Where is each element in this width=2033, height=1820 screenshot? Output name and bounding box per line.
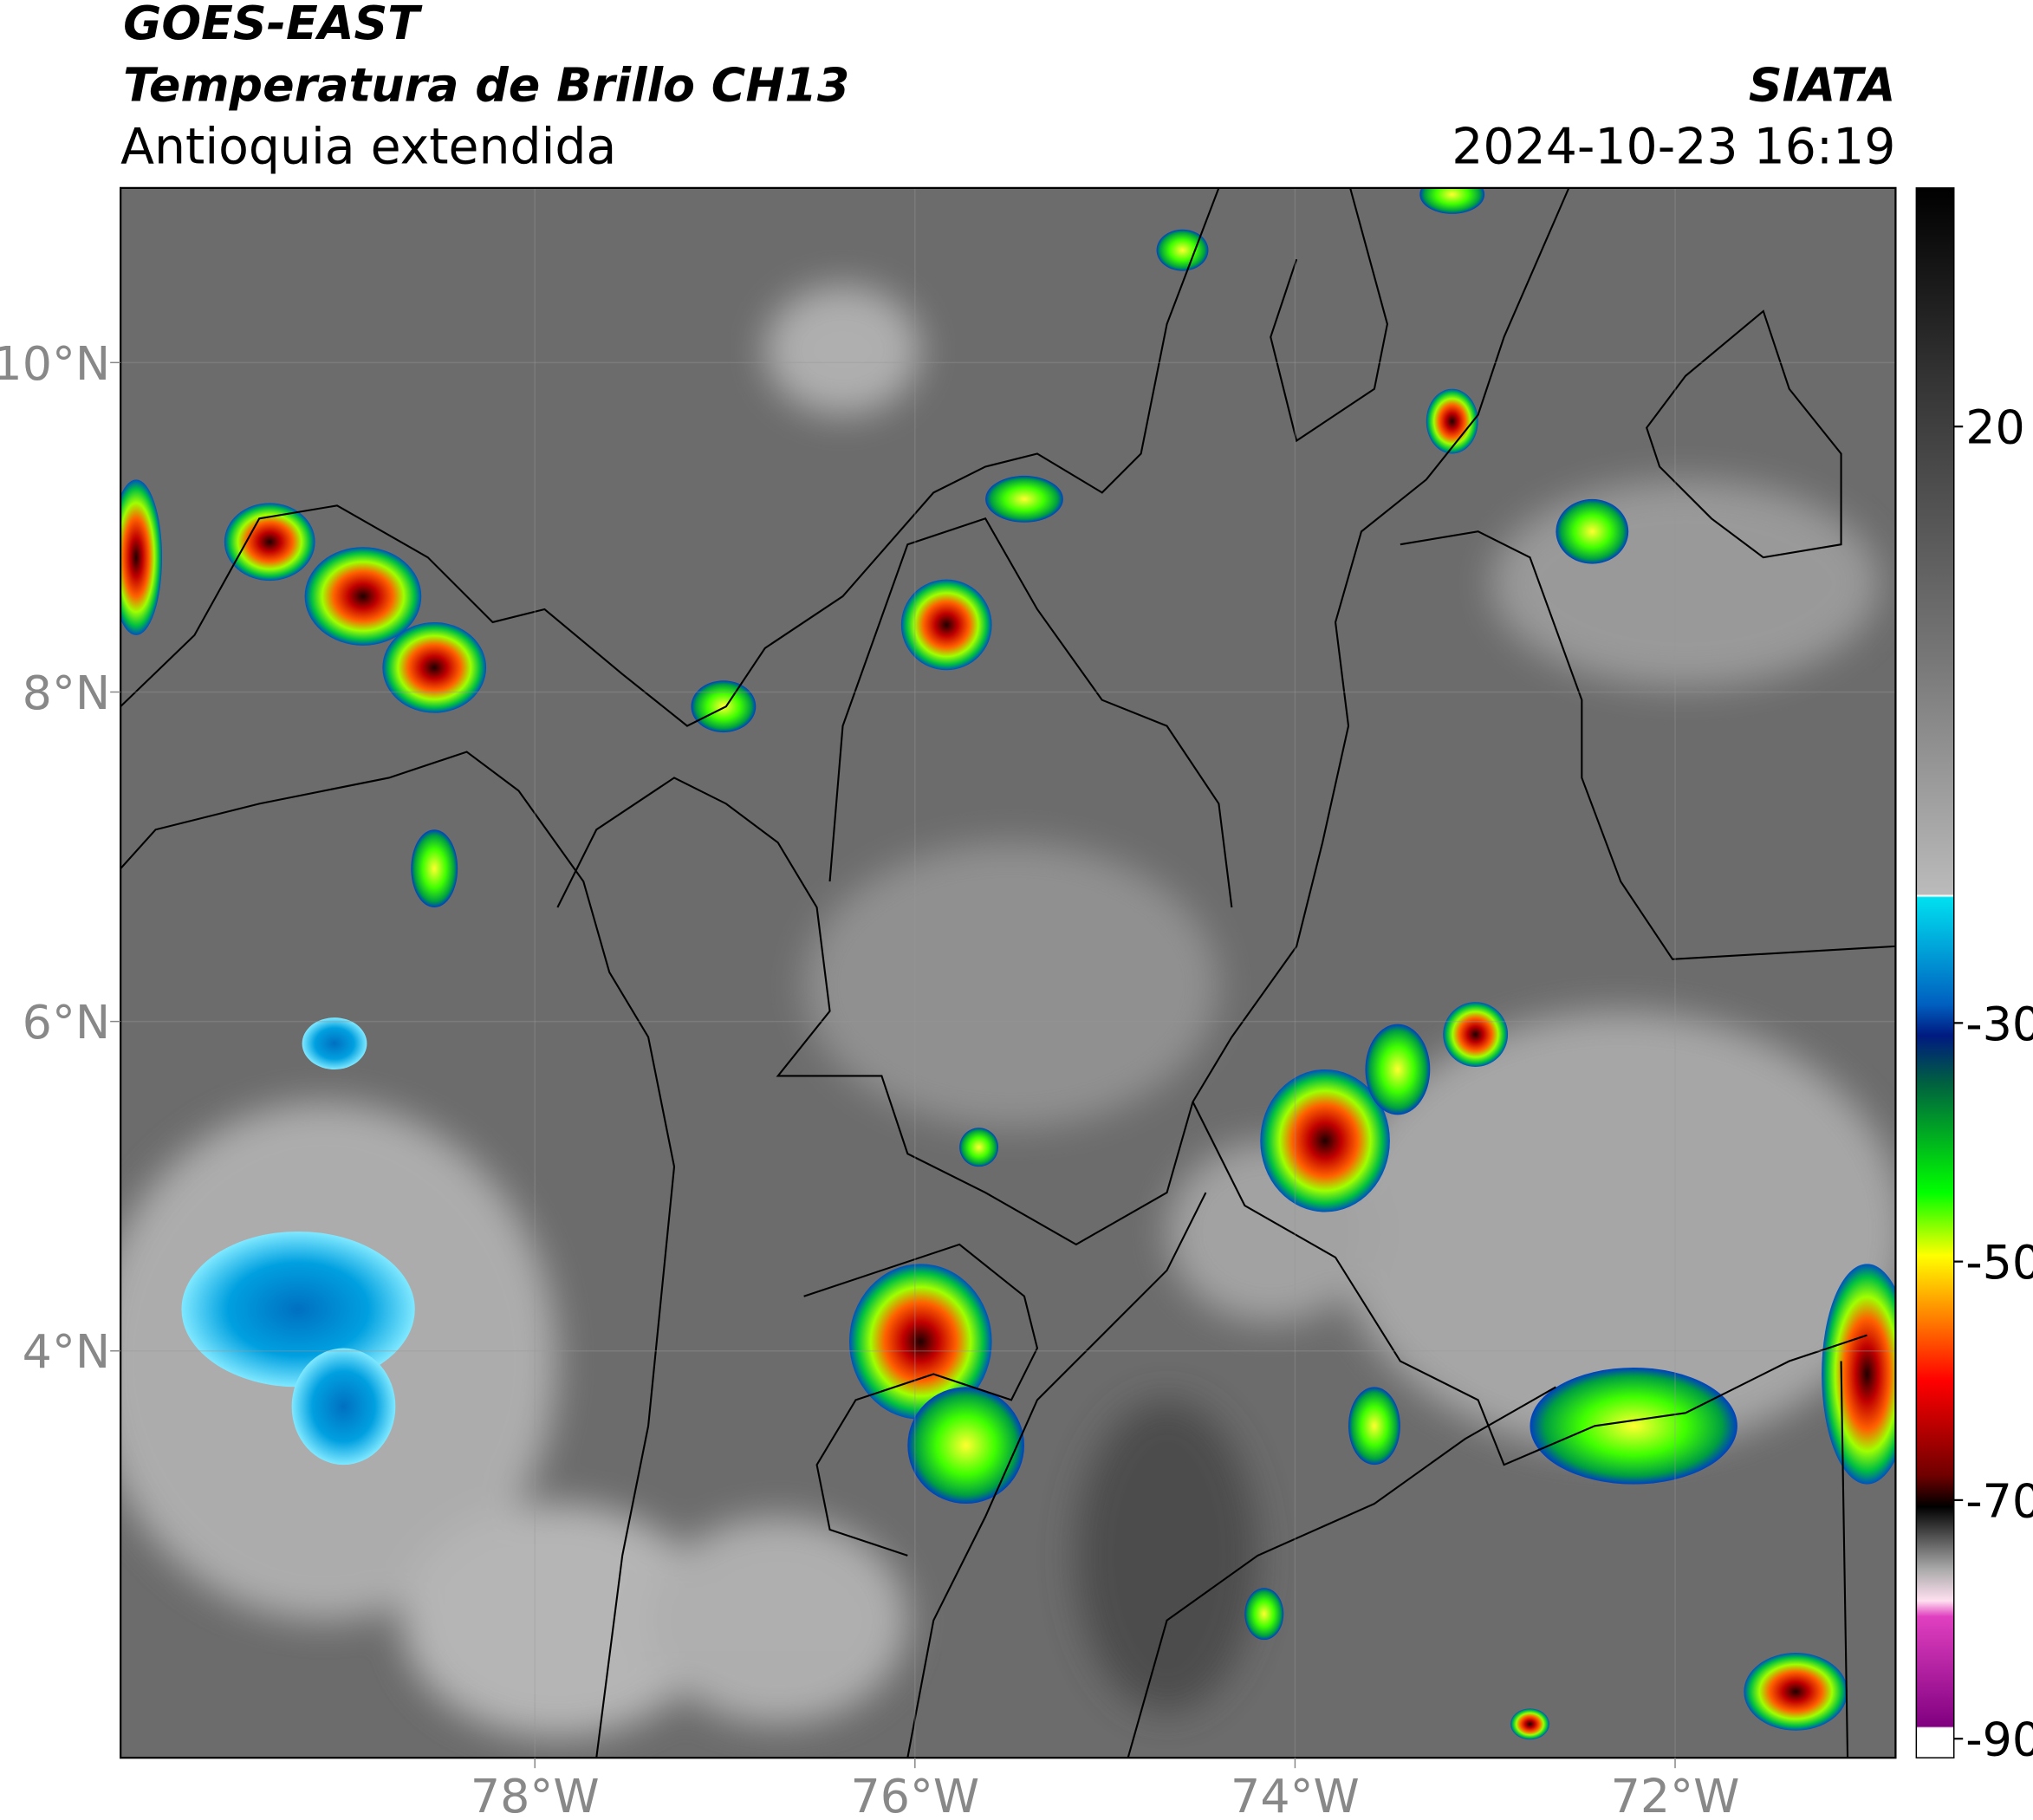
subtitle: Antioquia extendida [120,118,616,175]
grid [120,187,1896,1758]
lat-label: 6°N [23,995,110,1050]
map-image [120,187,1896,1758]
colorbar-label: 20 [1965,400,2025,455]
agency: SIATA [1749,58,1896,113]
lat-label: 10°N [0,336,110,391]
colorbar-label: -70 [1965,1473,2033,1528]
lat-label: 8°N [23,666,110,720]
colorbar-label: -50 [1965,1235,2033,1290]
colorbar-label: -30 [1965,997,2033,1051]
timestamp: 2024-10-23 16:19 [1452,118,1895,175]
title-line2: Temperatura de Brillo CH13 [123,58,849,113]
lon-label: 72°W [1611,1769,1740,1820]
colorbar-label: -90 [1965,1713,2033,1767]
title-line1: GOES-EAST [123,0,423,50]
map-frame [120,186,1897,1759]
lon-label: 74°W [1231,1769,1360,1820]
colorbar [1915,187,1955,1758]
lon-label: 78°W [471,1769,600,1820]
lat-label: 4°N [23,1324,110,1379]
lon-label: 76°W [850,1769,979,1820]
